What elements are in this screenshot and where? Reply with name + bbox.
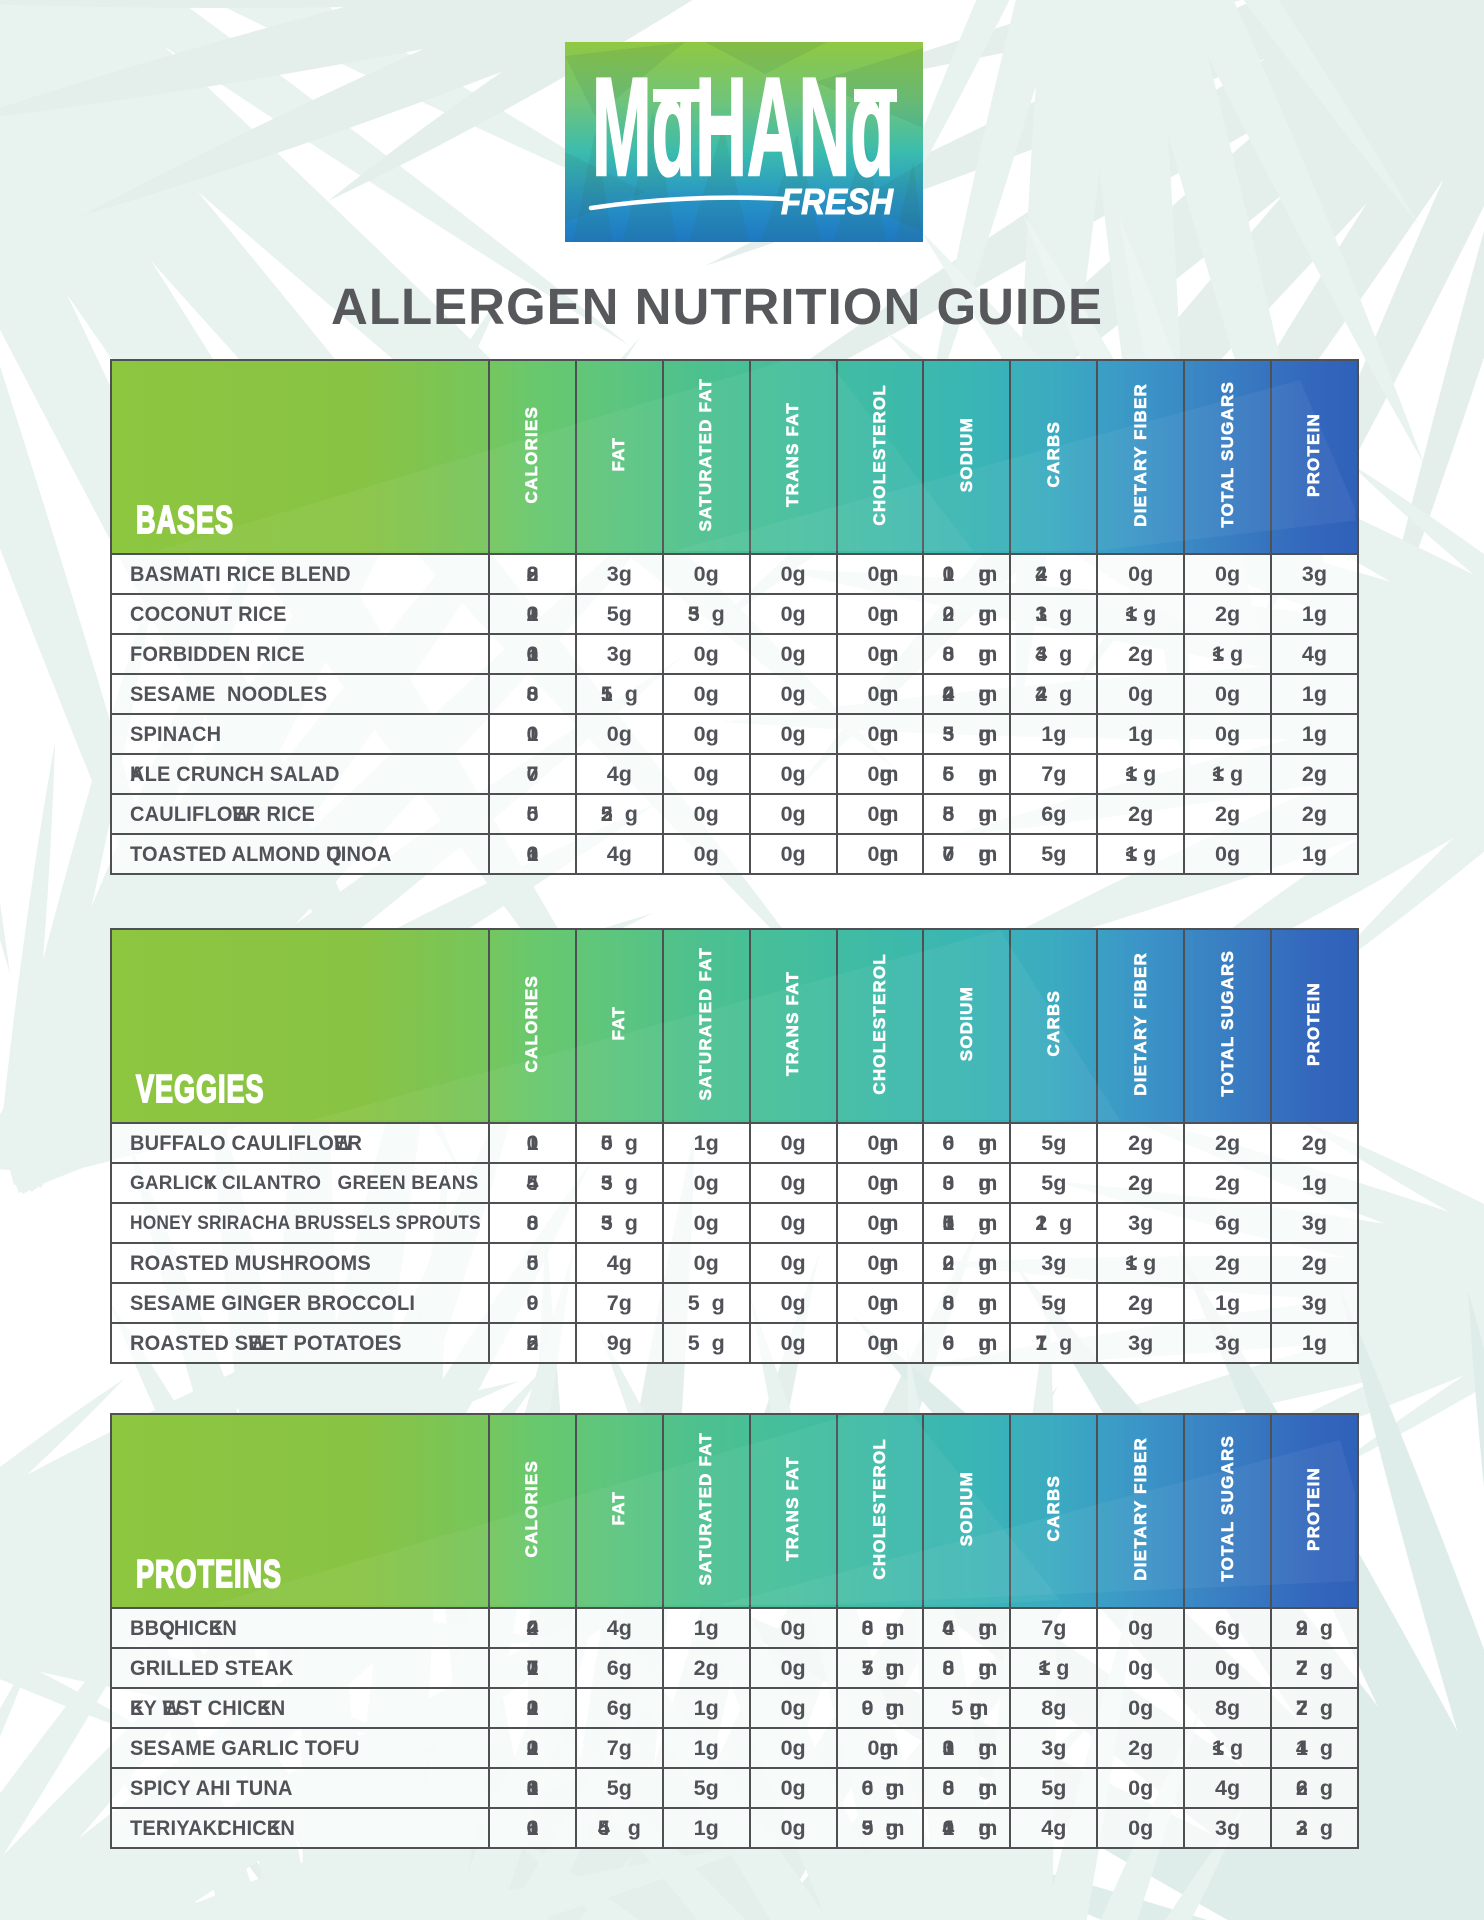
svg-text:MɑHANɑ: MɑHANɑ — [592, 48, 894, 205]
svg-text:FRESH: FRESH — [781, 181, 894, 222]
